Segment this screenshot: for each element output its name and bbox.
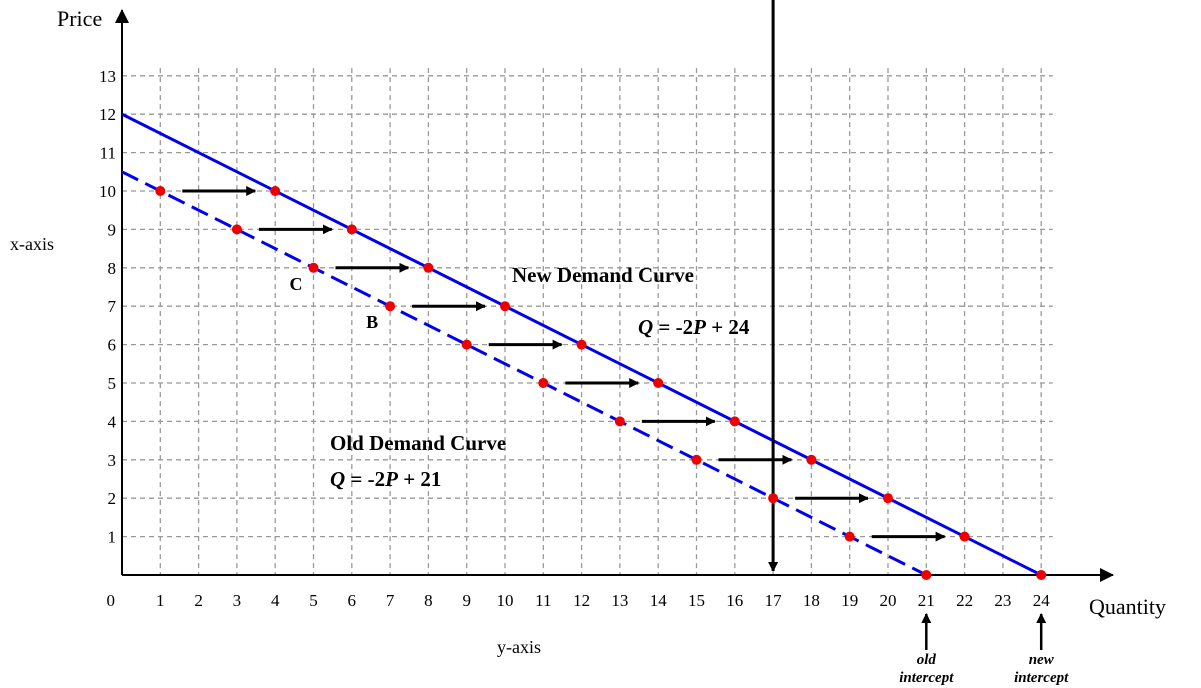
new-demand-point [270,186,281,196]
new-curve-equation: Q = -2P + 24 [638,315,750,339]
new-curve-title: New Demand Curve [512,263,694,287]
old-demand-point [385,301,396,312]
old-demand-point [691,454,702,465]
intercept-label-line2: intercept [1014,670,1069,686]
x-tick-label: 5 [309,591,318,610]
x-tick-label: 15 [688,591,705,610]
new-demand-point [576,339,587,350]
new-demand-point [959,531,970,542]
y-tick-label: 10 [99,182,116,201]
new-demand-point [806,454,817,465]
old-demand-point [844,531,855,542]
x-tick-label: 14 [650,591,668,610]
x-tick-label: 20 [880,591,897,610]
new-demand-point [653,378,664,388]
x-tick-label: 22 [956,591,973,610]
x-tick-label: 8 [424,591,433,610]
intercept-label-line2: intercept [899,670,954,686]
shift-arrows [182,0,946,572]
bottom-side-label: y-axis [497,637,541,657]
y-tick-label: 13 [99,67,116,86]
x-axis-title: Quantity [1089,594,1166,619]
y-tick-label: 4 [108,412,117,431]
tick-labels: 1 2 3 4 5 6 7 8 9 10 11 12 13 14 15 16 17 18 19 20 21 22 23 241… [99,67,1050,610]
old-demand-point [538,378,549,388]
grid [122,68,1053,575]
x-tick-label: 4 [271,591,280,610]
data-points [155,186,1047,580]
x-tick-label: 19 [841,591,858,610]
x-tick-label: 2 [194,591,203,610]
y-tick-label: 5 [108,374,117,393]
x-tick-label: 6 [348,591,357,610]
new-demand-point [883,493,893,504]
old-demand-point [155,186,166,196]
origin-label: 0 [107,591,116,610]
old-curve-title: Old Demand Curve [330,431,506,455]
x-tick-label: 18 [803,591,820,610]
point-label: B [366,312,378,332]
y-tick-label: 9 [108,220,117,239]
new-demand-point [729,416,740,427]
x-tick-label: 11 [535,591,551,610]
new-demand-point [423,262,434,273]
y-tick-label: 3 [108,451,117,470]
old-demand-line [121,170,927,577]
x-tick-label: 16 [726,591,743,610]
x-tick-label: 23 [994,591,1011,610]
x-tick-label: 9 [462,591,471,610]
left-side-label: x-axis [10,234,54,254]
intercept-label-line1: new [1029,652,1055,668]
new-demand-point [1036,570,1047,580]
annotations: C B New Demand Curve Old Demand Curve Q = -2… [290,263,1070,686]
y-tick-label: 6 [108,336,117,355]
x-tick-label: 10 [497,591,514,610]
old-demand-point [614,416,625,427]
axes [115,9,1114,582]
new-demand-point [500,301,510,312]
x-tick-label: 13 [611,591,628,610]
x-tick-label: 7 [386,591,395,610]
x-tick-label: 3 [233,591,242,610]
old-demand-point [921,570,932,580]
old-curve-equation: Q = -2P + 21 [330,467,441,491]
x-tick-label: 24 [1033,591,1051,610]
y-tick-label: 1 [108,528,117,547]
y-tick-label: 11 [100,144,116,163]
y-tick-label: 12 [99,105,116,124]
x-tick-label: 12 [573,591,590,610]
intercept-label-line1: old [917,652,937,668]
old-demand-point [308,262,319,273]
new-demand-point [346,224,357,235]
y-tick-label: 7 [108,297,117,316]
x-tick-label: 1 [156,591,165,610]
old-demand-point [461,339,472,350]
point-label: C [290,274,303,294]
x-tick-label: 17 [765,591,783,610]
y-tick-label: 8 [108,259,117,278]
old-demand-point [231,224,242,235]
x-tick-label: 21 [918,591,935,610]
y-tick-label: 2 [108,489,117,508]
old-demand-point [768,493,779,504]
y-axis-title: Price [57,6,102,31]
